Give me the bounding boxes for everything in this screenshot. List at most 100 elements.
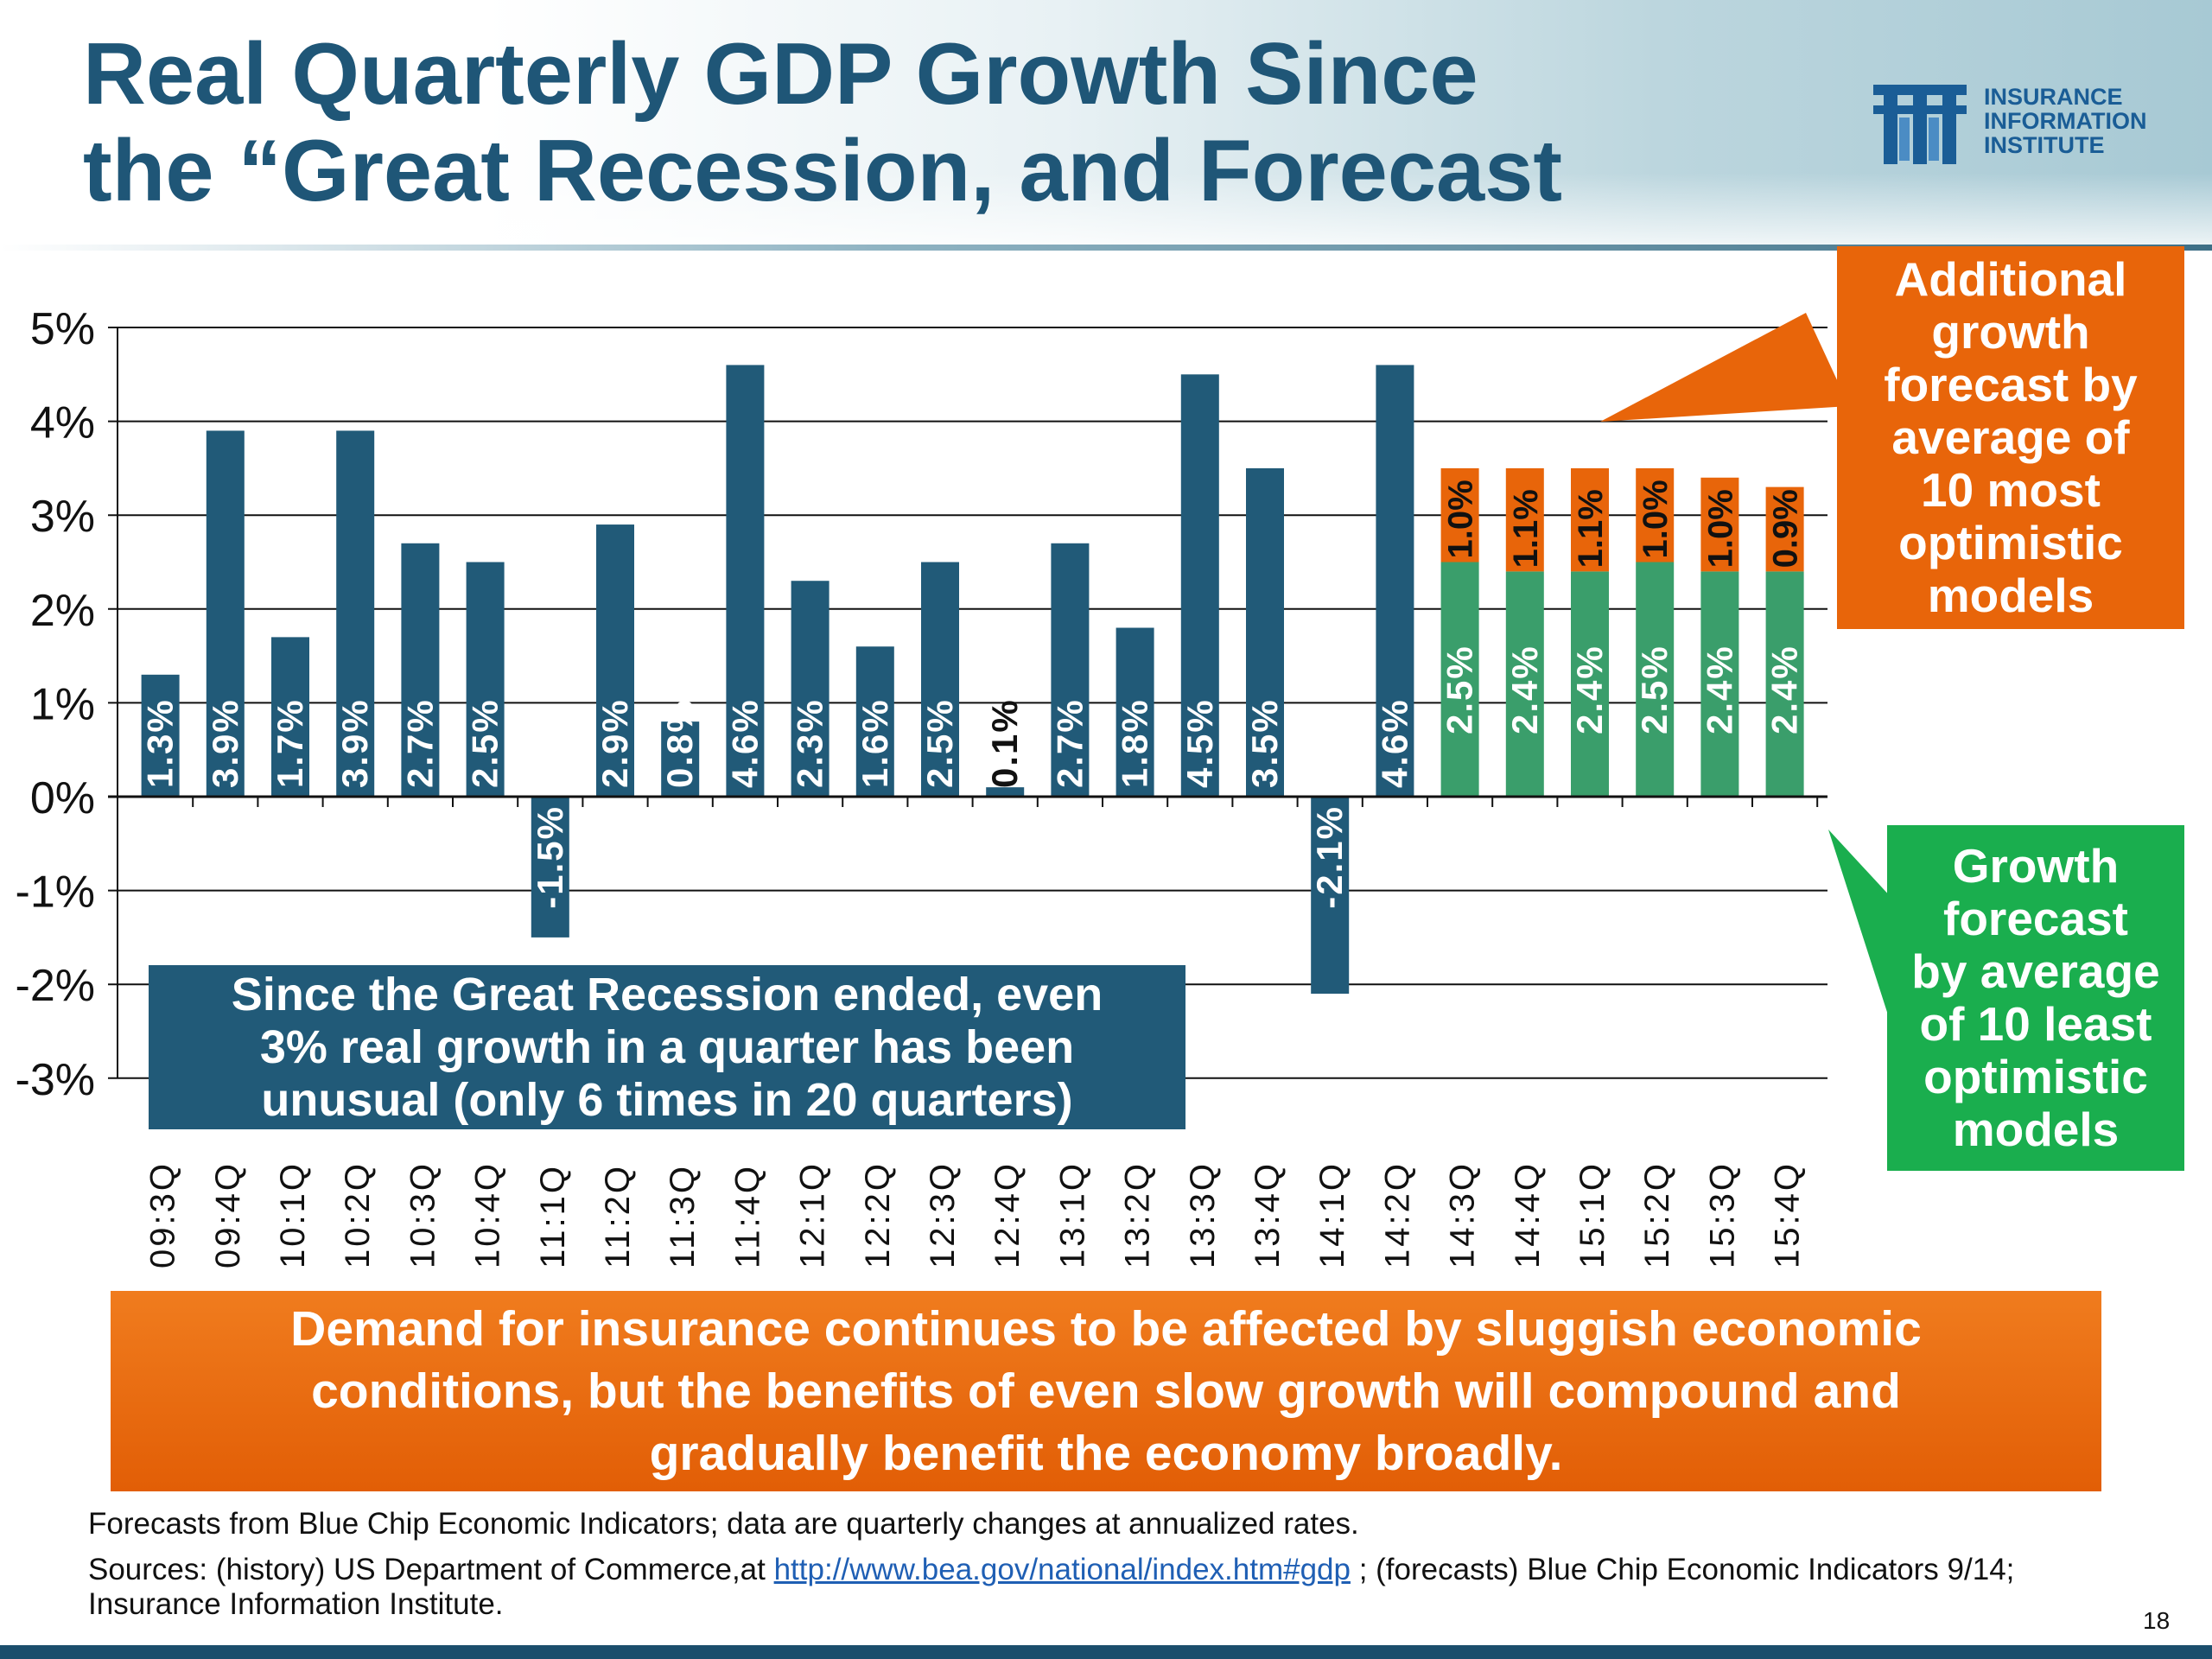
insurance-demand-banner: Demand for insurance continues to be aff… (111, 1291, 2101, 1491)
footer-bar (0, 1645, 2212, 1659)
optimistic-callout-pointer (1600, 313, 1849, 422)
history-bar (661, 721, 700, 797)
history-value-label: 4.5% (1179, 698, 1220, 788)
history-bar (531, 797, 569, 938)
y-tick-label: 0% (30, 773, 95, 823)
optimistic-callout-text: Additional growth forecast by average of… (1884, 252, 2138, 622)
history-value-label: 2.7% (1049, 698, 1090, 788)
x-tick-label: 15:2Q (1638, 1161, 1676, 1268)
forecast-base-label: 2.5% (1440, 645, 1480, 734)
history-value-label: 2.5% (919, 698, 960, 788)
x-tick-label: 12:4Q (988, 1161, 1027, 1268)
history-bar (336, 430, 375, 797)
history-value-label: 1.6% (855, 698, 895, 788)
x-tick-label: 14:1Q (1313, 1161, 1351, 1268)
history-value-label: 2.7% (399, 698, 440, 788)
y-tick-label: 5% (30, 304, 95, 354)
forecast-base-label: 2.5% (1634, 645, 1675, 734)
forecast-base-bar (1636, 562, 1675, 797)
y-tick-label: 2% (30, 586, 95, 636)
page-title: Real Quarterly GDP Growth Since the “Gre… (83, 26, 1725, 219)
forecast-add-label: 1.0% (1442, 480, 1480, 558)
history-bar (726, 365, 765, 797)
iii-logo-text: INSURANCE INFORMATION INSTITUTE (1984, 85, 2146, 157)
sources-suffix: ; (forecasts) Blue Chip Economic Indicat… (88, 1553, 2015, 1621)
history-value-label: 2.3% (790, 698, 830, 788)
history-value-label: -2.1% (1309, 805, 1350, 909)
forecast-add-bar (1700, 477, 1739, 572)
forecast-add-bar (1571, 467, 1609, 572)
y-tick-label: 3% (30, 492, 95, 542)
history-bar (791, 581, 830, 797)
history-bar (1116, 627, 1154, 797)
history-value-label: 0.1% (984, 698, 1025, 788)
history-bar (1246, 467, 1284, 797)
least-optimistic-forecast-callout: Growth forecast by average of 10 least o… (1887, 825, 2184, 1171)
x-tick-label: 10:2Q (339, 1161, 377, 1268)
forecast-base-bar (1765, 571, 1804, 797)
history-bar (206, 430, 245, 797)
forecast-base-label: 2.4% (1569, 645, 1610, 734)
history-value-label: 4.6% (1374, 698, 1414, 788)
x-tick-label: 11:2Q (599, 1164, 637, 1268)
y-tick-label: -3% (16, 1055, 95, 1105)
y-tick-label: -1% (16, 868, 95, 918)
x-tick-label: 11:3Q (664, 1164, 702, 1268)
x-tick-label: 11:4Q (728, 1164, 766, 1268)
history-bar (1376, 365, 1414, 797)
header-fade (0, 173, 2212, 251)
history-value-label: 4.6% (724, 698, 765, 788)
bea-link[interactable]: http://www.bea.gov/national/index.htm#gd… (773, 1553, 1351, 1586)
history-value-label: 2.5% (465, 698, 505, 788)
history-bar (986, 787, 1025, 797)
title-line-2: the “Great Recession, and Forecast (83, 123, 1562, 219)
history-bar (271, 637, 309, 797)
forecast-add-label: 1.0% (1701, 489, 1739, 568)
history-value-label: 3.5% (1244, 698, 1285, 788)
least-callout-text: Growth forecast by average of 10 least o… (1911, 839, 2160, 1156)
history-bar (1051, 543, 1090, 797)
forecast-add-bar (1440, 467, 1479, 563)
iii-logo: INSURANCE INFORMATION INSTITUTE (1873, 83, 2184, 169)
forecast-add-bar (1636, 467, 1675, 563)
forecast-base-label: 2.4% (1504, 645, 1545, 734)
history-bar (855, 646, 894, 797)
header-rule (0, 245, 2212, 251)
history-bar (921, 562, 959, 797)
x-tick-label: 13:2Q (1119, 1161, 1157, 1268)
history-bar (1311, 797, 1350, 995)
iii-logo-mark-icon (1873, 85, 1967, 164)
y-tick-label: 1% (30, 679, 95, 729)
history-value-label: 1.7% (270, 698, 310, 788)
sources-prefix: Sources: (history) US Department of Comm… (88, 1553, 774, 1586)
forecast-add-label: 0.9% (1767, 489, 1805, 568)
history-bar (141, 674, 180, 797)
forecast-base-bar (1440, 562, 1479, 797)
title-line-1: Real Quarterly GDP Growth Since (83, 26, 1478, 123)
forecast-add-label: 1.1% (1507, 489, 1545, 568)
logo-line-1: INSURANCE (1984, 84, 2123, 110)
x-tick-label: 14:3Q (1444, 1161, 1482, 1268)
history-value-label: 0.8% (659, 698, 700, 788)
history-bar (1180, 374, 1219, 797)
x-tick-label: 09:4Q (209, 1161, 247, 1268)
forecast-base-bar (1571, 571, 1609, 797)
forecast-add-bar (1505, 467, 1544, 572)
x-tick-label: 11:1Q (534, 1164, 572, 1268)
forecast-base-label: 2.4% (1764, 645, 1805, 734)
x-tick-label: 13:1Q (1053, 1161, 1091, 1268)
recession-callout: Since the Great Recession ended, even 3%… (149, 965, 1185, 1129)
page-number: 18 (2143, 1607, 2171, 1634)
x-tick-label: 10:3Q (404, 1161, 442, 1268)
history-value-label: -1.5% (530, 805, 570, 909)
x-tick-label: 12:2Q (859, 1161, 897, 1268)
recession-callout-text: Since the Great Recession ended, even 3%… (231, 968, 1103, 1126)
history-bar (401, 543, 440, 797)
logo-line-2: INFORMATION (1984, 108, 2147, 134)
x-tick-label: 14:4Q (1509, 1161, 1547, 1268)
y-tick-label: 4% (30, 398, 95, 448)
forecast-add-label: 1.1% (1572, 489, 1610, 568)
x-tick-label: 12:1Q (794, 1161, 832, 1268)
x-tick-label: 10:4Q (469, 1161, 507, 1268)
x-tick-label: 15:4Q (1769, 1161, 1807, 1268)
